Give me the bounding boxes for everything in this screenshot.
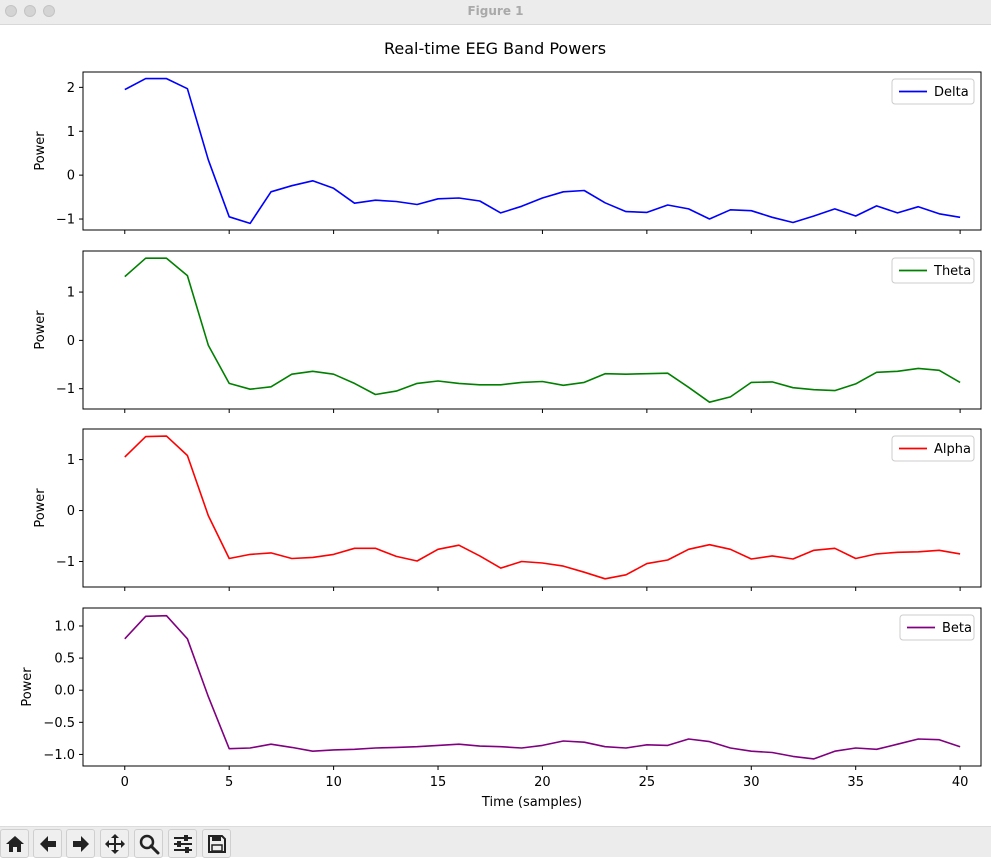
subplot-theta: 1 0 −1 Power Theta bbox=[33, 250, 982, 413]
x-tick-label: 15 bbox=[430, 775, 447, 790]
x-tick-label: 20 bbox=[534, 775, 551, 790]
save-button[interactable] bbox=[202, 829, 231, 858]
y-tick-label: −1.0 bbox=[43, 748, 75, 763]
legend: Alpha bbox=[891, 435, 975, 462]
figure-canvas[interactable]: Real-time EEG Band Powers 2 1 0 −1 Power Delt… bbox=[0, 25, 991, 826]
arrow-right-icon bbox=[72, 835, 89, 852]
y-tick-label: 1.0 bbox=[54, 619, 75, 634]
legend-box bbox=[891, 435, 975, 462]
legend-label: Delta bbox=[934, 85, 969, 100]
sliders-icon bbox=[173, 834, 192, 853]
axes-frame bbox=[82, 71, 982, 231]
y-tick-label: 0 bbox=[67, 169, 75, 184]
legend-label: Alpha bbox=[934, 442, 971, 457]
home-button[interactable] bbox=[0, 829, 29, 858]
zoom-window-button[interactable] bbox=[43, 5, 55, 17]
floppy-disk-icon bbox=[207, 834, 226, 853]
y-tick-label: 1 bbox=[67, 125, 75, 140]
x-tick-label: 0 bbox=[121, 775, 129, 790]
configure-subplots-button[interactable] bbox=[168, 829, 197, 858]
y-axis-label: Power bbox=[33, 310, 48, 350]
eeg-chart: Real-time EEG Band Powers 210−1PowerDelt… bbox=[20, 39, 982, 810]
y-axis-label: Power bbox=[20, 667, 35, 707]
chart-title: Real-time EEG Band Powers bbox=[384, 39, 606, 58]
legend-box bbox=[891, 78, 975, 105]
subplot-delta: 2 1 0 −1 Power Delta bbox=[33, 71, 982, 234]
x-tick-label: 25 bbox=[639, 775, 656, 790]
legend-label: Theta bbox=[933, 264, 971, 279]
subplot-alpha: 1 0 −1 Power Alpha bbox=[33, 428, 982, 591]
x-tick-label: 5 bbox=[225, 775, 233, 790]
legend: Delta bbox=[891, 78, 975, 105]
y-axis-label: Power bbox=[33, 131, 48, 171]
legend: Beta bbox=[899, 614, 975, 641]
axes-frame bbox=[82, 607, 982, 767]
y-tick-label: 2 bbox=[67, 81, 75, 96]
legend-box bbox=[899, 614, 975, 641]
legend-box bbox=[891, 257, 975, 284]
magnifier-icon bbox=[139, 834, 159, 854]
series-line-beta bbox=[124, 614, 961, 760]
y-tick-label: 0.0 bbox=[54, 684, 75, 699]
series-line-delta bbox=[124, 77, 961, 225]
series-line-theta bbox=[124, 257, 961, 404]
subplot-beta: 1.0 0.5 0.0 −0.5 −1.0 Power 0 5 10 15 20 25 30 35 40 Be… bbox=[20, 607, 982, 790]
x-tick-label: 10 bbox=[325, 775, 342, 790]
series-line-alpha bbox=[124, 435, 961, 580]
arrow-left-icon bbox=[39, 835, 56, 852]
back-button[interactable] bbox=[33, 829, 62, 858]
legend: Theta bbox=[891, 257, 975, 284]
window-titlebar: Figure 1 bbox=[0, 0, 991, 25]
x-axis-label: Time (samples) bbox=[481, 795, 582, 810]
close-window-button[interactable] bbox=[5, 5, 17, 17]
y-tick-label: −1 bbox=[56, 382, 75, 397]
legend-label: Beta bbox=[942, 621, 972, 636]
forward-button[interactable] bbox=[66, 829, 95, 858]
y-tick-label: 0 bbox=[67, 334, 75, 349]
home-icon bbox=[5, 835, 24, 852]
x-tick-label: 40 bbox=[952, 775, 969, 790]
subplots: 210−1PowerDelta10−1PowerTheta10−1PowerAl… bbox=[20, 71, 982, 790]
minimize-window-button[interactable] bbox=[24, 5, 36, 17]
y-tick-label: 0.5 bbox=[54, 652, 75, 667]
x-tick-label: 30 bbox=[743, 775, 760, 790]
y-axis-label: Power bbox=[33, 488, 48, 528]
y-tick-label: 1 bbox=[67, 286, 75, 301]
y-tick-label: 1 bbox=[67, 453, 75, 468]
y-tick-label: −0.5 bbox=[43, 716, 75, 731]
navigation-toolbar bbox=[0, 826, 991, 858]
x-tick-label: 35 bbox=[847, 775, 864, 790]
axes-frame bbox=[82, 250, 982, 410]
y-tick-label: −1 bbox=[56, 213, 75, 228]
y-tick-label: −1 bbox=[56, 555, 75, 570]
window-title: Figure 1 bbox=[467, 4, 524, 18]
move-icon bbox=[104, 833, 125, 854]
axes-frame bbox=[82, 428, 982, 588]
pan-button[interactable] bbox=[100, 829, 129, 858]
y-tick-label: 0 bbox=[67, 504, 75, 519]
zoom-button[interactable] bbox=[134, 829, 163, 858]
